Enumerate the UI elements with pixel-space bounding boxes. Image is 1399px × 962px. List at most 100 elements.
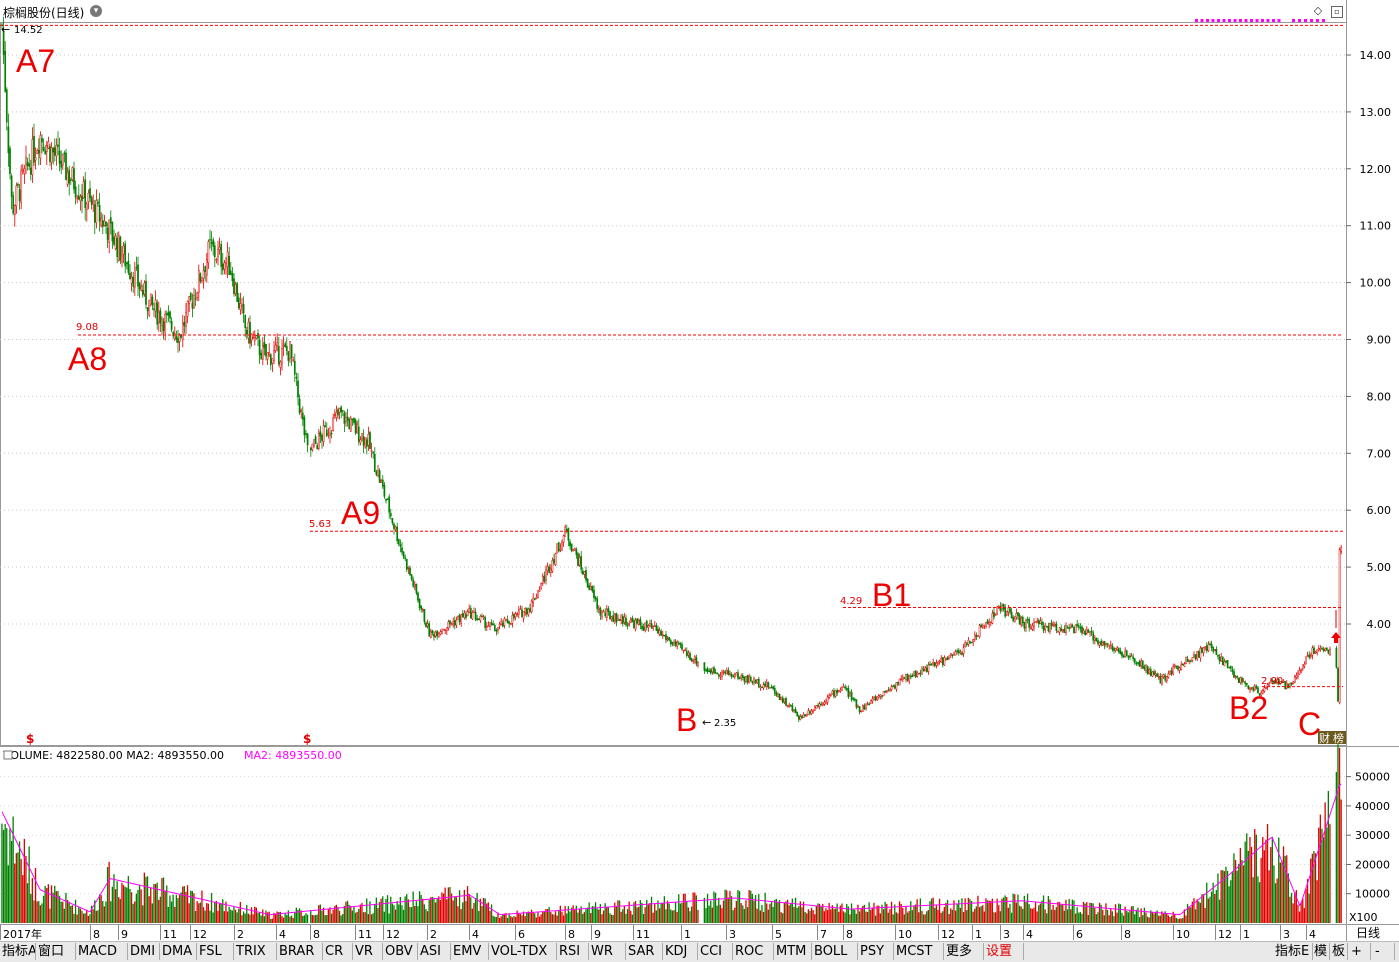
volume-bar — [993, 912, 995, 923]
tab-cr[interactable]: CR — [323, 943, 353, 960]
volume-bar — [607, 907, 609, 923]
candle-body — [753, 678, 755, 683]
candle-body — [1090, 630, 1093, 633]
volume-bar — [1042, 895, 1045, 923]
candle-body — [863, 705, 866, 710]
tab-vol-tdx[interactable]: VOL-TDX — [489, 943, 557, 960]
volume-bar — [874, 915, 877, 923]
volume-bar — [905, 905, 907, 923]
tab-brar[interactable]: BRAR — [277, 943, 323, 960]
volume-bar — [982, 905, 984, 923]
candle-body — [937, 662, 939, 665]
volume-bar — [1294, 892, 1296, 923]
tab-indicator-e[interactable]: 指标E — [1273, 943, 1313, 960]
candle-body — [359, 439, 362, 444]
candle-body — [620, 614, 623, 621]
candlestick-series — [1, 16, 1343, 723]
tab-window[interactable]: 窗口 — [36, 943, 76, 960]
volume-bar — [1263, 850, 1265, 923]
tab-sar[interactable]: SAR — [626, 943, 663, 960]
maximize-icon[interactable]: ▫ — [1331, 6, 1343, 18]
tab-fsl[interactable]: FSL — [197, 943, 234, 960]
volume-bar — [17, 852, 19, 923]
volume-bar — [889, 909, 891, 923]
candle-body — [218, 246, 221, 250]
tab-settings[interactable]: 设置 — [984, 943, 1024, 960]
candle-body — [623, 616, 626, 623]
tab-mtm[interactable]: MTM — [774, 943, 812, 960]
candle-body — [343, 412, 346, 424]
volume-bar — [244, 913, 246, 923]
tab-indicator-a[interactable]: 指标A — [2, 943, 36, 960]
volume-bar — [1252, 877, 1254, 923]
volume-bar — [198, 903, 200, 923]
candle-body — [541, 576, 544, 584]
tab-mcst[interactable]: MCST — [894, 943, 944, 960]
tab-roc[interactable]: ROC — [733, 943, 774, 960]
tab-board[interactable]: 板 — [1330, 943, 1348, 960]
tab-macd[interactable]: MACD — [76, 943, 128, 960]
tab-wr[interactable]: WR — [589, 943, 626, 960]
candle-body — [1095, 638, 1098, 642]
tab-emv[interactable]: EMV — [451, 943, 489, 960]
volume-bar — [764, 892, 766, 923]
candle-body — [1100, 640, 1103, 646]
volume-bar — [676, 911, 678, 923]
volume-bar — [113, 874, 115, 923]
candle-body — [1165, 676, 1168, 682]
candle-body — [1253, 685, 1256, 691]
volume-bar — [783, 902, 785, 923]
candle-body — [426, 623, 429, 627]
zoom-out-button[interactable]: - — [1373, 943, 1395, 960]
volume-bar — [1110, 908, 1112, 923]
candle-body — [658, 630, 661, 635]
candle-body — [153, 308, 155, 311]
volume-bar — [743, 908, 745, 923]
volume-bar — [1186, 904, 1189, 923]
candle-body — [1308, 654, 1311, 658]
candle-body — [476, 618, 479, 620]
candle-body — [383, 484, 386, 497]
volume-bar — [902, 907, 904, 923]
tab-psy[interactable]: PSY — [858, 943, 894, 960]
volume-axis-label: 20000 — [1355, 858, 1390, 871]
candle-body — [825, 700, 827, 704]
tab-asi[interactable]: ASI — [418, 943, 451, 960]
volume-bar — [742, 905, 744, 923]
tab-trix[interactable]: TRIX — [234, 943, 277, 960]
candle-body — [637, 620, 640, 625]
tab-rsi[interactable]: RSI — [557, 943, 589, 960]
candle-body — [181, 322, 184, 341]
tab-obv[interactable]: OBV — [383, 943, 418, 960]
volume-bar — [479, 898, 481, 923]
volume-bar — [892, 914, 894, 923]
candle-body — [813, 707, 816, 711]
tab-kdj[interactable]: KDJ — [663, 943, 698, 960]
candle-body — [404, 557, 407, 559]
volume-bar — [855, 913, 857, 923]
tab-vr[interactable]: VR — [353, 943, 383, 960]
volume-bar — [598, 909, 600, 923]
candle-body — [909, 675, 912, 678]
candle-body — [151, 296, 154, 306]
volume-bar — [1030, 908, 1032, 923]
zoom-in-button[interactable]: + — [1349, 943, 1371, 960]
volume-bar — [1316, 880, 1318, 923]
volume-bar — [439, 900, 441, 923]
volume-bar — [958, 899, 960, 923]
tab-dmi[interactable]: DMI — [128, 943, 160, 960]
tab-boll[interactable]: BOLL — [812, 943, 858, 960]
diamond-icon[interactable]: ◇ — [1313, 4, 1323, 17]
candle-body — [295, 376, 298, 379]
chevron-down-icon[interactable]: ▾ — [90, 5, 102, 17]
tab-cci[interactable]: CCI — [698, 943, 733, 960]
candle-body — [932, 661, 935, 664]
tab-template[interactable]: 模 — [1312, 943, 1330, 960]
tab-dma[interactable]: DMA — [160, 943, 197, 960]
candle-body — [297, 380, 299, 398]
tab-more[interactable]: 更多 — [944, 943, 984, 960]
volume-bar — [870, 909, 872, 923]
price-volume-chart[interactable]: 14.0013.0012.0011.0010.009.008.007.006.0… — [0, 0, 1399, 941]
candle-body — [469, 607, 472, 619]
candle-body — [978, 625, 981, 638]
